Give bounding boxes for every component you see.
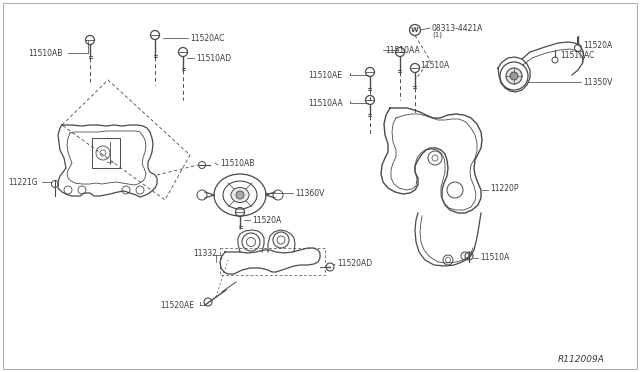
- Text: 11360V: 11360V: [295, 189, 324, 198]
- Text: R112009A: R112009A: [558, 356, 605, 365]
- Text: 11510AA: 11510AA: [385, 45, 420, 55]
- Text: 11510AB: 11510AB: [28, 48, 62, 58]
- Text: 08313-4421A: 08313-4421A: [432, 23, 483, 32]
- Text: 11520AC: 11520AC: [190, 33, 225, 42]
- Text: 11332: 11332: [193, 248, 217, 257]
- Text: 11510AB: 11510AB: [220, 158, 254, 167]
- Text: 11510AA: 11510AA: [308, 99, 343, 108]
- Text: 11510A: 11510A: [480, 253, 509, 263]
- Text: 11520AE: 11520AE: [160, 301, 194, 310]
- Text: 11520A: 11520A: [252, 215, 281, 224]
- Circle shape: [506, 68, 522, 84]
- Circle shape: [510, 72, 518, 80]
- Text: 11510AE: 11510AE: [308, 71, 342, 80]
- Text: 11510AD: 11510AD: [196, 54, 231, 62]
- Text: (1): (1): [432, 32, 442, 38]
- Text: 11350V: 11350V: [583, 77, 612, 87]
- Text: 11220P: 11220P: [490, 183, 518, 192]
- Text: 11510A: 11510A: [420, 61, 449, 70]
- Text: 11221G: 11221G: [8, 177, 38, 186]
- Text: W: W: [411, 27, 419, 33]
- Text: 11510AC: 11510AC: [560, 51, 595, 60]
- Circle shape: [236, 191, 244, 199]
- Text: 11520A: 11520A: [583, 41, 612, 49]
- Text: 11520AD: 11520AD: [337, 260, 372, 269]
- Ellipse shape: [231, 187, 249, 202]
